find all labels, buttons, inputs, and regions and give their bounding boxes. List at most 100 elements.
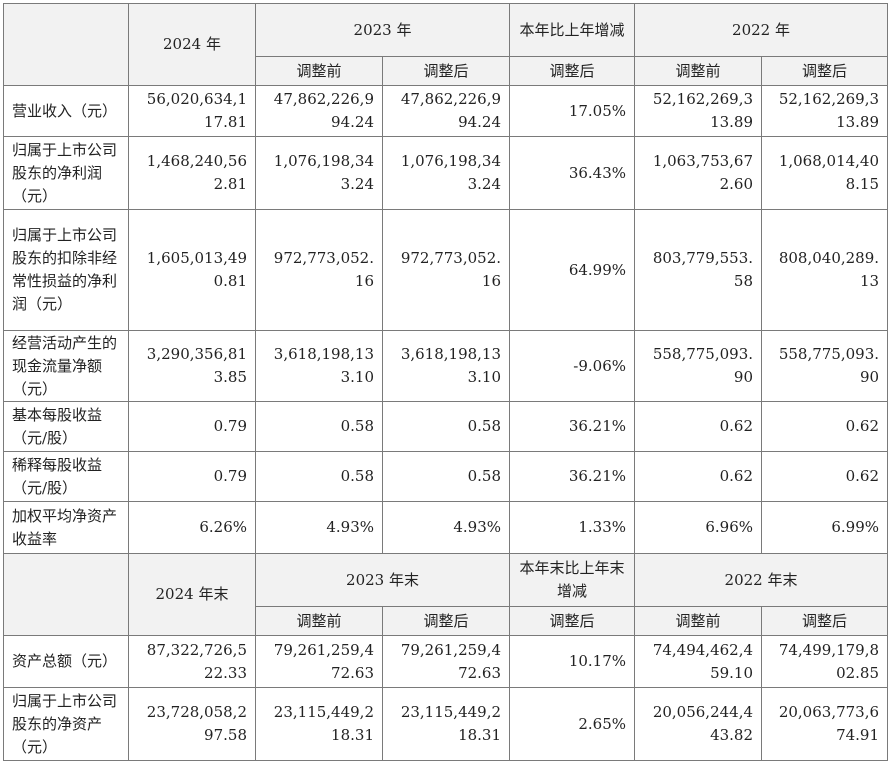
value-line: 72.63 bbox=[331, 663, 374, 682]
value-line: 52,162,269,3 bbox=[652, 90, 754, 108]
balance-header-2024: 2024 年末 bbox=[128, 553, 256, 636]
value-line: 90 bbox=[859, 368, 880, 386]
table-row: 营业收入（元） 56,020,634,1 17.81 47,862,226,9 94.2… bbox=[3, 85, 889, 137]
value-line: 8.15 bbox=[845, 175, 880, 193]
value-line: 0.81 bbox=[213, 272, 247, 290]
value-line: 23,115,449,2 bbox=[273, 703, 374, 721]
balance-header-row: 2024 年末 2023 年末 本年末比上年末增减 2022 年末 bbox=[3, 553, 889, 636]
value-line: 18.31 bbox=[458, 726, 502, 744]
balance-header-2023-after: 调整后 bbox=[381, 606, 511, 636]
value-line: 0.62 bbox=[845, 417, 880, 435]
value-cell: 52,162,269,3 13.89 bbox=[761, 85, 889, 137]
balance-header-2022: 2022 年末 bbox=[634, 553, 889, 607]
value-line: 0.62 bbox=[719, 417, 754, 435]
value-line: 20,063,773,6 bbox=[778, 703, 880, 721]
value-line: 79,261,259,4 bbox=[400, 640, 502, 659]
table-row: 基本每股收益（元/股） 0.79 0.58 0.58 36.21% 0.62 0.62 bbox=[3, 401, 889, 452]
value-line: 4.93% bbox=[326, 518, 374, 536]
balance-subheader-row: 调整前 调整后 调整后 调整前 调整后 bbox=[4, 606, 889, 636]
value-line: 74.91 bbox=[836, 726, 880, 744]
value-cell: 74,499,179,8 02.85 bbox=[761, 635, 889, 688]
value-cell: 0.58 bbox=[381, 401, 511, 452]
value-line: 3,618,198,13 bbox=[273, 345, 374, 363]
value-line: 3.24 bbox=[340, 175, 374, 193]
row-label: 营业收入（元） bbox=[3, 85, 129, 137]
row-label: 加权平均净资产收益率 bbox=[3, 501, 129, 554]
value-line: 6.96% bbox=[705, 518, 754, 536]
value-cell: 0.79 bbox=[128, 401, 256, 452]
value-cell: 23,115,449,2 18.31 bbox=[255, 687, 383, 761]
balance-header-2023-before: 调整前 bbox=[255, 606, 383, 636]
value-cell: 56,020,634,1 17.81 bbox=[128, 85, 256, 137]
value-cell: 47,862,226,9 94.24 bbox=[255, 85, 383, 137]
value-line: 3.85 bbox=[213, 368, 247, 386]
value-line: 47,862,226,9 bbox=[273, 90, 374, 108]
value-cell: 74,494,462,4 59.10 bbox=[634, 635, 763, 688]
value-line: 558,775,093. bbox=[652, 345, 754, 363]
value-line: 808,040,289. bbox=[778, 249, 880, 267]
value-line: 558,775,093. bbox=[778, 345, 880, 363]
value-cell: 87,322,726,5 22.33 bbox=[128, 635, 256, 688]
value-line: 02.85 bbox=[836, 663, 880, 682]
balance-header-2022-after: 调整后 bbox=[761, 606, 889, 636]
value-cell: 1,468,240,56 2.81 bbox=[128, 136, 256, 210]
value-cell: 558,775,093. 90 bbox=[634, 330, 763, 402]
value-cell: 1,063,753,67 2.60 bbox=[634, 136, 763, 210]
value-cell: 3,618,198,13 3.10 bbox=[381, 330, 511, 402]
value-line: 79,261,259,4 bbox=[273, 640, 374, 659]
change-cell: 36.21% bbox=[509, 401, 636, 452]
change-cell: 10.17% bbox=[509, 635, 636, 688]
value-cell: 1,068,014,40 8.15 bbox=[761, 136, 889, 210]
table-row: 归属于上市公司股东的净利润（元） 1,468,240,56 2.81 1,076,19… bbox=[3, 136, 889, 210]
change-cell: 36.43% bbox=[509, 136, 636, 210]
balance-header-change-after: 调整后 bbox=[509, 606, 636, 636]
income-header-row: 2024 年 2023 年 本年比上年增减 2022 年 bbox=[3, 3, 889, 86]
value-line: 94.24 bbox=[331, 113, 374, 131]
value-line: 0.58 bbox=[467, 467, 502, 485]
change-cell: 36.21% bbox=[509, 451, 636, 502]
header-2022: 2022 年 bbox=[634, 3, 889, 57]
value-line: 972,773,052. bbox=[273, 249, 374, 267]
value-line: 43.82 bbox=[710, 726, 754, 744]
change-cell: 64.99% bbox=[509, 209, 636, 331]
value-line: 87,322,726,5 bbox=[146, 640, 247, 659]
value-line: 2.81 bbox=[213, 175, 247, 193]
value-line: 3.10 bbox=[340, 368, 374, 386]
header-corner bbox=[3, 3, 129, 86]
table-row: 经营活动产生的现金流量净额（元） 3,290,356,81 3.85 3,618,19… bbox=[3, 330, 889, 402]
value-cell: 972,773,052. 16 bbox=[255, 209, 383, 331]
value-line: 22.33 bbox=[204, 663, 247, 682]
header-change: 本年比上年增减 bbox=[509, 3, 636, 57]
balance-header-corner bbox=[3, 553, 129, 636]
value-line: 97.58 bbox=[204, 726, 247, 744]
value-line: 972,773,052. bbox=[400, 249, 502, 267]
value-cell: 4.93% bbox=[255, 501, 383, 554]
value-line: 90 bbox=[733, 368, 754, 386]
value-line: 0.58 bbox=[340, 417, 374, 435]
change-cell: 2.65% bbox=[509, 687, 636, 761]
value-line: 1,076,198,34 bbox=[273, 152, 374, 170]
value-line: 1,605,013,49 bbox=[146, 249, 247, 267]
value-cell: 0.79 bbox=[128, 451, 256, 502]
value-line: 16 bbox=[481, 272, 502, 290]
value-line: 4.93% bbox=[453, 518, 502, 536]
value-cell: 1,605,013,49 0.81 bbox=[128, 209, 256, 331]
header-2024: 2024 年 bbox=[128, 3, 256, 86]
value-cell: 3,290,356,81 3.85 bbox=[128, 330, 256, 402]
value-cell: 0.58 bbox=[255, 401, 383, 452]
header-2022-after: 调整后 bbox=[761, 56, 889, 86]
row-label: 资产总额（元） bbox=[3, 635, 129, 688]
value-line: 58 bbox=[733, 272, 754, 290]
value-cell: 6.26% bbox=[128, 501, 256, 554]
value-cell: 4.93% bbox=[381, 501, 511, 554]
value-cell: 3,618,198,13 3.10 bbox=[255, 330, 383, 402]
header-change-after: 调整后 bbox=[509, 56, 636, 86]
value-line: 0.79 bbox=[213, 467, 247, 485]
value-line: 1,063,753,67 bbox=[652, 152, 754, 170]
value-line: 56,020,634,1 bbox=[146, 90, 247, 108]
value-line: 17.81 bbox=[204, 113, 247, 131]
change-cell: -9.06% bbox=[509, 330, 636, 402]
value-line: 23,728,058,2 bbox=[146, 703, 247, 721]
header-2023-after: 调整后 bbox=[381, 56, 511, 86]
value-cell: 6.96% bbox=[634, 501, 763, 554]
